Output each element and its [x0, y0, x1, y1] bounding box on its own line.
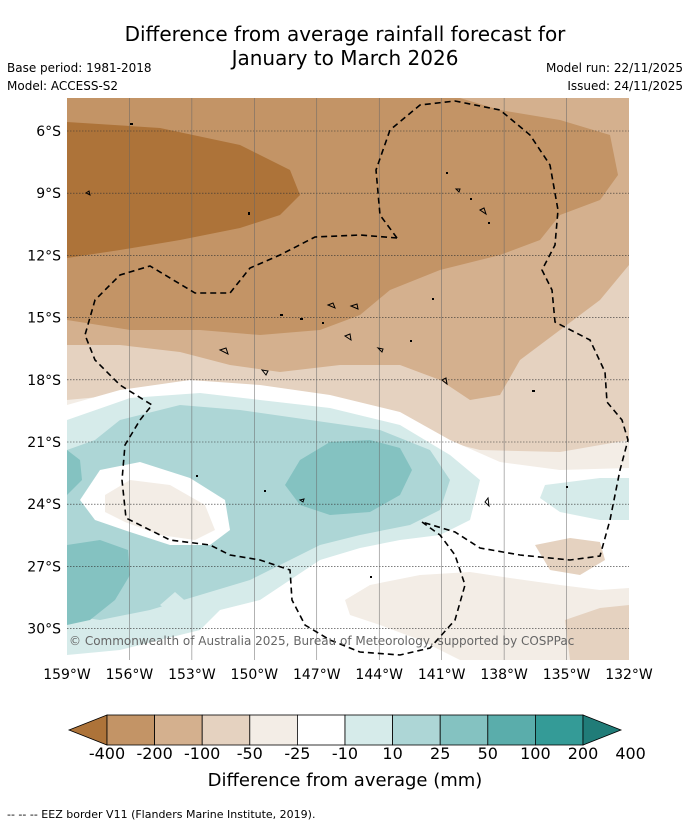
colorbar-tick-label: 10 — [382, 744, 403, 763]
region-teal-light-east — [540, 478, 629, 520]
lat-label: 18°S — [27, 373, 61, 389]
colorbar-segment — [535, 714, 584, 746]
colorbar — [67, 714, 623, 746]
region-beige-west — [105, 480, 215, 540]
region-brown-patch-se — [535, 538, 605, 575]
colorbar-tick-label: -200 — [136, 744, 173, 763]
region-teal-dot — [160, 592, 190, 618]
lon-label: 138°W — [480, 667, 528, 683]
colorbar-extend-max — [582, 714, 623, 746]
lat-label: 15°S — [27, 311, 61, 327]
colorbar-tick-label: 50 — [477, 744, 498, 763]
colorbar-tick-label: 25 — [430, 744, 451, 763]
model-run-text: Model run: 22/11/2025 — [545, 61, 683, 75]
lon-label: 159°W — [43, 667, 91, 683]
colorbar-tick-label: -50 — [236, 744, 263, 763]
region-teal-strong-west — [67, 540, 130, 625]
colorbar-segment — [249, 714, 298, 746]
colorbar-segment — [392, 714, 441, 746]
lat-label: 24°S — [27, 497, 61, 513]
colorbar-tick-label: -25 — [284, 744, 311, 763]
lon-label: 150°W — [231, 667, 279, 683]
colorbar-tick-label: -10 — [331, 744, 359, 763]
map-title-line2: January to March 2026 — [231, 46, 459, 70]
lat-label: 21°S — [27, 435, 61, 451]
lat-label: 27°S — [27, 559, 61, 575]
eez-border-west — [84, 234, 466, 656]
region-brown-patch-s — [565, 605, 629, 660]
lat-label: 12°S — [27, 248, 61, 264]
meta-left: Base period: 1981-2018 Model: ACCESS-S2 — [7, 59, 152, 95]
lon-label: 153°W — [168, 667, 216, 683]
lat-label: 9°S — [36, 186, 61, 202]
colorbar-segment — [201, 714, 251, 746]
lon-label: 144°W — [355, 667, 403, 683]
map-title: Difference from average rainfall forecas… — [0, 22, 690, 70]
region-teal-strong-edge — [67, 450, 82, 495]
colorbar-extend-min — [67, 714, 108, 746]
colorbar-segment — [106, 714, 155, 746]
lon-label: 141°W — [418, 667, 466, 683]
colorbar-segment — [154, 714, 203, 746]
model-text: Model: ACCESS-S2 — [7, 79, 119, 93]
latitude-labels: 6°S 9°S 12°S 15°S 18°S 21°S 24°S 27°S 30°S — [27, 124, 61, 638]
lon-label: 147°W — [293, 667, 341, 683]
base-period-text: Base period: 1981-2018 — [7, 61, 152, 75]
lat-label: 6°S — [36, 124, 61, 140]
meta-right: Model run: 22/11/2025 Issued: 24/11/2025 — [546, 59, 683, 95]
region-brown-max — [67, 122, 300, 258]
colorbar-segment — [487, 714, 536, 746]
colorbar-tick-label: 200 — [567, 744, 599, 763]
colorbar-segment — [439, 714, 489, 746]
region-beige-south — [345, 572, 629, 660]
colorbar-segment — [296, 714, 346, 746]
colorbar-tick-label: 400 — [615, 744, 646, 763]
lon-label: 135°W — [543, 667, 591, 683]
lat-label: 30°S — [27, 622, 61, 638]
colorbar-segment — [344, 714, 393, 746]
lon-label: 132°W — [605, 667, 653, 683]
map-title-line1: Difference from average rainfall forecas… — [124, 22, 566, 46]
colorbar-tick-label: 100 — [520, 744, 551, 763]
colorbar-tick-label: -100 — [184, 744, 221, 763]
longitude-labels: 159°W 156°W 153°W 150°W 147°W 144°W 141°W 138°W… — [43, 667, 653, 683]
island-dots — [130, 123, 568, 578]
graticule — [67, 98, 629, 660]
colorbar-tick-label: -400 — [88, 744, 126, 763]
map-fill-layers — [67, 98, 629, 660]
islands — [85, 188, 490, 508]
eez-footnote: -- -- -- EEZ border V11 (Flanders Marine… — [7, 808, 316, 821]
issued-text: Issued: 24/11/2025 — [567, 79, 683, 93]
lon-label: 156°W — [106, 667, 154, 683]
colorbar-title: Difference from average (mm) — [207, 770, 483, 791]
eez-border-north — [375, 100, 629, 561]
copyright-text: © Commonwealth of Australia 2025, Bureau… — [69, 634, 575, 648]
